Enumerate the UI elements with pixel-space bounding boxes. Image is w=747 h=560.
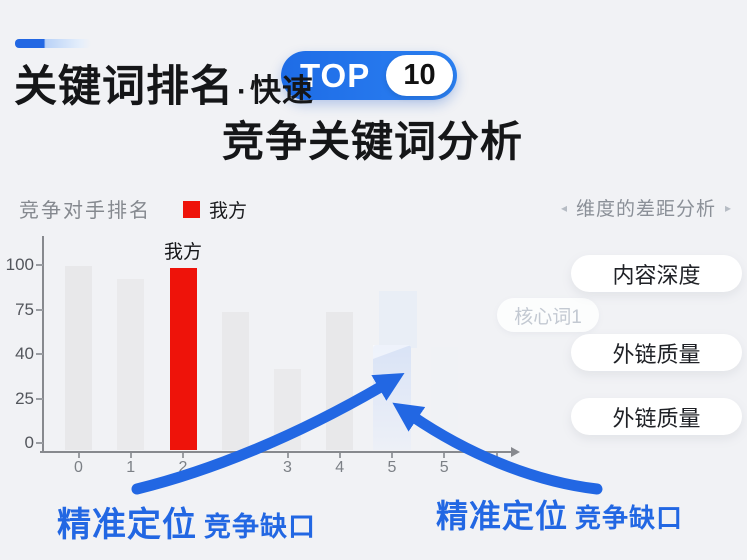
x-tick — [443, 453, 446, 458]
legend-label: 我方 — [209, 201, 248, 222]
x-tick — [391, 453, 393, 458]
competitor-bar — [65, 266, 92, 450]
our-bar — [169, 268, 197, 450]
y-tick — [36, 353, 43, 355]
x-tick — [182, 453, 184, 458]
legend-swatch — [183, 201, 200, 218]
y-tick-label: 100 — [5, 255, 34, 274]
y-axis — [42, 236, 44, 453]
competitor-bar — [326, 312, 354, 450]
x-tick — [495, 453, 498, 458]
core-keyword-pill: 核心词1 — [497, 298, 599, 332]
x-tick-label: 0 — [74, 459, 83, 476]
next-arrow-icon[interactable]: ▸ — [725, 200, 732, 215]
page-subtitle: 竞争关键词分析 — [222, 118, 524, 165]
x-tick — [234, 453, 237, 458]
y-tick — [36, 397, 43, 400]
y-tick-label: 75 — [15, 299, 34, 319]
x-tick-label: 5 — [387, 459, 397, 476]
dimension-pill-backlink-quality-2[interactable]: 外链质量 — [571, 398, 742, 435]
y-tick-label: 40 — [15, 344, 34, 363]
x-tick-label: 1 — [126, 459, 136, 476]
title-dot: · — [237, 75, 247, 108]
competitor-bar — [117, 279, 145, 450]
x-tick — [77, 453, 80, 458]
x-axis-arrow-icon — [511, 447, 520, 457]
y-tick — [36, 308, 43, 311]
side-panel-header: ◂ 维度的差距分析 ▸ — [545, 194, 747, 221]
x-tick-label: 5 — [439, 459, 449, 476]
accent-bar — [15, 39, 91, 48]
competitor-bar — [430, 347, 458, 450]
annotation-left-rest: 竞争缺口 — [204, 512, 316, 542]
annotation-left-strong: 精准定位 — [57, 506, 197, 544]
y-tick-label: 0 — [24, 433, 34, 452]
gap-bar — [373, 345, 411, 450]
chart-legend: 我方 — [183, 196, 247, 223]
chart-title: 竞争对手排名 — [19, 200, 151, 222]
gap-bar-ghost — [379, 291, 417, 348]
top10-badge: TOP 10 — [281, 51, 457, 100]
title-speed: 快速 — [250, 73, 314, 108]
x-tick-label: 2 — [178, 459, 188, 476]
x-tick — [129, 453, 132, 458]
title-main: 关键词排名 — [14, 63, 234, 111]
prev-arrow-icon[interactable]: ◂ — [560, 200, 567, 215]
side-panel-title: 维度的差距分析 — [575, 199, 716, 220]
x-tick-label: 4 — [335, 459, 345, 476]
dimension-pill-backlink-quality-1[interactable]: 外链质量 — [571, 334, 742, 371]
page-title: 关键词排名 · 快速 — [14, 52, 314, 114]
annotation-right-rest: 竞争缺口 — [575, 503, 684, 533]
x-axis — [40, 451, 512, 453]
badge-top-label: TOP — [300, 57, 371, 94]
y-tick — [36, 442, 43, 444]
y-tick — [36, 264, 43, 266]
dimension-pill-content-depth[interactable]: 内容深度 — [571, 255, 742, 292]
annotation-right: 精准定位 竞争缺口 — [436, 491, 683, 537]
x-tick — [338, 453, 341, 458]
badge-number-circle: 10 — [386, 55, 453, 96]
x-tick-label: 3 — [283, 459, 292, 476]
annotation-right-strong: 精准定位 — [436, 498, 569, 534]
badge-number: 10 — [403, 59, 436, 91]
x-tick — [286, 453, 289, 458]
competitor-bar — [221, 312, 249, 450]
competitor-bar — [274, 369, 301, 450]
annotation-left: 精准定位 竞争缺口 — [57, 497, 316, 546]
y-tick-label: 25 — [15, 388, 34, 408]
our-bar-label: 我方 — [163, 242, 202, 263]
